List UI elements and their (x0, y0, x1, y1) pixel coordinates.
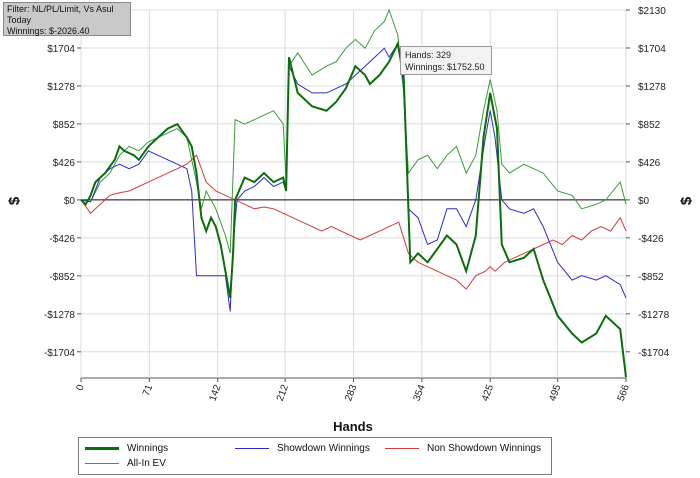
series-line-non-showdown-winnings (80, 154, 627, 290)
series-line-showdown-winnings (80, 42, 627, 312)
series-line-all-in-ev (80, 8, 627, 254)
tooltip-winnings: Winnings: $1752.50 (405, 62, 485, 72)
y-tick-label-right: -$852 (638, 272, 664, 283)
x-axis-label: Hands (333, 419, 373, 434)
y-tick-label-left: $426 (53, 158, 76, 169)
x-tick-label: 142 (208, 383, 224, 403)
legend-item-all-in-ev[interactable]: All-In EV (85, 458, 166, 469)
legend-label-non-showdown: Non Showdown Winnings (427, 443, 541, 454)
y-tick-label-left: $1704 (47, 44, 75, 55)
grid-lines (80, 9, 627, 378)
y-tick-label-right: -$1278 (638, 310, 670, 321)
legend-item-showdown[interactable]: Showdown Winnings (235, 443, 370, 454)
legend-swatch-non-showdown (385, 448, 419, 449)
y-tick-label-right: $0 (638, 196, 650, 207)
legend-label-all-in-ev: All-In EV (127, 458, 166, 469)
y-tick-label-right: $426 (638, 158, 661, 169)
legend-item-winnings[interactable]: Winnings (85, 443, 168, 454)
x-tick-label: 354 (412, 383, 428, 403)
series-lines (80, 8, 627, 378)
tooltip-hands: Hands: 329 (405, 50, 452, 60)
y-tick-label-left: $852 (53, 120, 76, 131)
y-tick-label-left: -$852 (49, 272, 75, 283)
y-tick-label-right: $852 (638, 120, 661, 131)
x-tick-label: 425 (480, 383, 496, 403)
x-tick-label: 566 (616, 383, 632, 403)
x-tick-label: 0 (75, 383, 87, 392)
series-line-winnings (80, 40, 627, 378)
hover-tooltip: Hands: 329 Winnings: $1752.50 (400, 46, 492, 75)
y-tick-label-left: $0 (64, 196, 76, 207)
x-tick-label: 212 (275, 383, 291, 403)
legend-swatch-all-in-ev (85, 463, 119, 464)
y-tick-label-left: -$1704 (44, 348, 76, 359)
legend-swatch-winnings (85, 447, 119, 450)
filter-line: Filter: NL/PL/Limit, Vs Asul (7, 4, 114, 14)
legend-label-winnings: Winnings (127, 443, 169, 454)
filter-info-box: Filter: NL/PL/Limit, Vs Asul Today Winni… (3, 2, 131, 36)
y-tick-label-left: -$1278 (44, 310, 76, 321)
y-tick-label-right: $1704 (638, 44, 666, 55)
y-tick-label-right: $1278 (638, 82, 666, 93)
y-tick-label-left: $1278 (47, 82, 75, 93)
filter-winnings: Winnings: $-2026.40 (7, 26, 90, 36)
x-tick-label: 71 (141, 383, 155, 398)
y-tick-label-right: $2130 (638, 6, 666, 17)
chart-legend: Winnings Showdown Winnings Non Showdown … (78, 437, 552, 475)
y-tick-label-right: -$1704 (638, 348, 670, 359)
x-tick-label: 495 (547, 383, 563, 403)
y-tick-label-right: -$426 (638, 234, 664, 245)
legend-label-showdown: Showdown Winnings (277, 443, 370, 454)
y-tick-label-left: -$426 (49, 234, 75, 245)
legend-swatch-showdown (235, 448, 269, 449)
axis-ticks: -$1704 -$1704 -$1278 -$1278 -$852 -$852 -$426 -… (44, 6, 670, 403)
filter-period: Today (7, 15, 32, 25)
legend-item-non-showdown[interactable]: Non Showdown Winnings (385, 443, 541, 454)
y-axis-label-right: $ (678, 196, 695, 205)
y-axis-label-left: $ (6, 196, 23, 205)
x-tick-label: 283 (343, 383, 359, 403)
